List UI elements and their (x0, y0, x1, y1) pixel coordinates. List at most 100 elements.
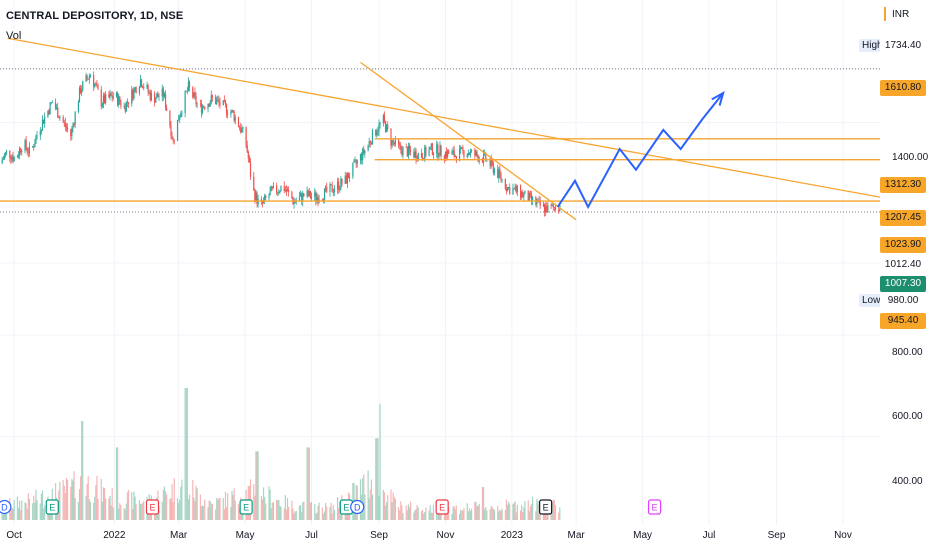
volume-indicator-label[interactable]: Vol (6, 30, 22, 42)
candle-body (79, 88, 82, 94)
candle-body (308, 190, 310, 196)
candle-body (452, 150, 454, 152)
volume-bar (187, 499, 190, 520)
volume-bar (490, 505, 492, 520)
volume-bar (398, 507, 400, 520)
volume-bar (255, 451, 257, 520)
volume-bar (172, 502, 174, 520)
candle-body (353, 161, 355, 164)
candle-body (558, 210, 560, 211)
volume-bar (27, 493, 29, 520)
volume-bar (501, 508, 503, 520)
volume-bar (63, 485, 65, 520)
symbol-title[interactable]: CENTRAL DEPOSITORY, 1D, NSE (6, 10, 184, 22)
volume-bar (288, 506, 290, 520)
candle-body (181, 112, 183, 114)
candle-body (468, 153, 471, 155)
candle-body (40, 129, 42, 131)
volume-bar (140, 504, 143, 520)
candle-body (329, 184, 331, 192)
candle-body (234, 117, 236, 121)
volume-bar (447, 511, 449, 520)
candle-body (392, 140, 394, 143)
trendline (7, 37, 881, 198)
volume-bar (294, 511, 296, 520)
volume-bar (478, 503, 480, 520)
candle-body (123, 105, 125, 107)
volume-bar (443, 514, 445, 520)
price-tag: 1007.30 (880, 276, 926, 292)
candle-body (288, 189, 290, 192)
candle-body (515, 186, 517, 193)
candle-body (402, 147, 404, 156)
event-marker: E (239, 499, 253, 515)
volume-bar (462, 510, 464, 520)
volume-bar (499, 509, 501, 520)
candle-body (527, 190, 529, 202)
candle-body (94, 84, 96, 87)
candle-body (325, 186, 327, 189)
volume-bar (460, 509, 462, 520)
candle-body (377, 131, 379, 133)
candle-body (4, 152, 7, 156)
volume-bar (317, 505, 319, 520)
candle-body (148, 91, 150, 93)
candle-body (354, 160, 356, 162)
candle-body (118, 96, 120, 105)
event-marker: E (45, 499, 59, 515)
candle-body (166, 107, 168, 111)
volume-bar (123, 507, 125, 520)
volume-bar (364, 494, 366, 520)
candle-body (172, 138, 174, 140)
candle-body (501, 179, 503, 180)
candle-body (260, 198, 262, 202)
volume-bar (111, 488, 113, 520)
candle-body (58, 117, 60, 119)
candle-body (542, 204, 545, 206)
volume-bar (41, 490, 44, 520)
candle-body (279, 191, 281, 193)
volume-bar (93, 502, 95, 520)
candle-body (200, 103, 203, 113)
volume-bar (115, 447, 118, 520)
candle-body (63, 122, 65, 124)
volume-bar (394, 498, 396, 520)
candle-body (368, 141, 370, 145)
candle-body (302, 193, 304, 202)
volume-bar (203, 505, 205, 520)
volume-bar (74, 497, 76, 520)
candle-body (326, 186, 328, 192)
candle-body (276, 185, 278, 193)
volume-bar (489, 509, 491, 520)
volume-bar (512, 504, 514, 520)
candle-body (398, 139, 400, 145)
candle-body (474, 149, 476, 156)
x-tick-label: May (633, 530, 652, 541)
x-tick-label: Jul (703, 530, 716, 541)
volume-bar (363, 474, 365, 520)
volume-bar (256, 451, 258, 520)
volume-bar (530, 504, 533, 520)
volume-bar (552, 499, 554, 520)
volume-bar (554, 504, 557, 520)
volume-bar (325, 502, 327, 520)
candle-body (218, 99, 220, 103)
volume-bar (108, 498, 110, 520)
x-tick-label: 2022 (103, 530, 126, 541)
volume-bar (166, 494, 168, 520)
candle-body (39, 130, 41, 136)
drawing-tools[interactable] (0, 37, 881, 221)
candle-body (425, 147, 427, 156)
candle-body (553, 207, 555, 208)
candle-body (108, 94, 110, 98)
candle-body (514, 186, 516, 189)
candle-body (316, 197, 318, 201)
event-marker: D (350, 499, 365, 515)
candle-body (245, 127, 247, 146)
volume-bar (211, 503, 213, 520)
event-marker-letter: E (149, 503, 155, 513)
candle-body (57, 107, 59, 118)
volume-bar (42, 508, 45, 520)
